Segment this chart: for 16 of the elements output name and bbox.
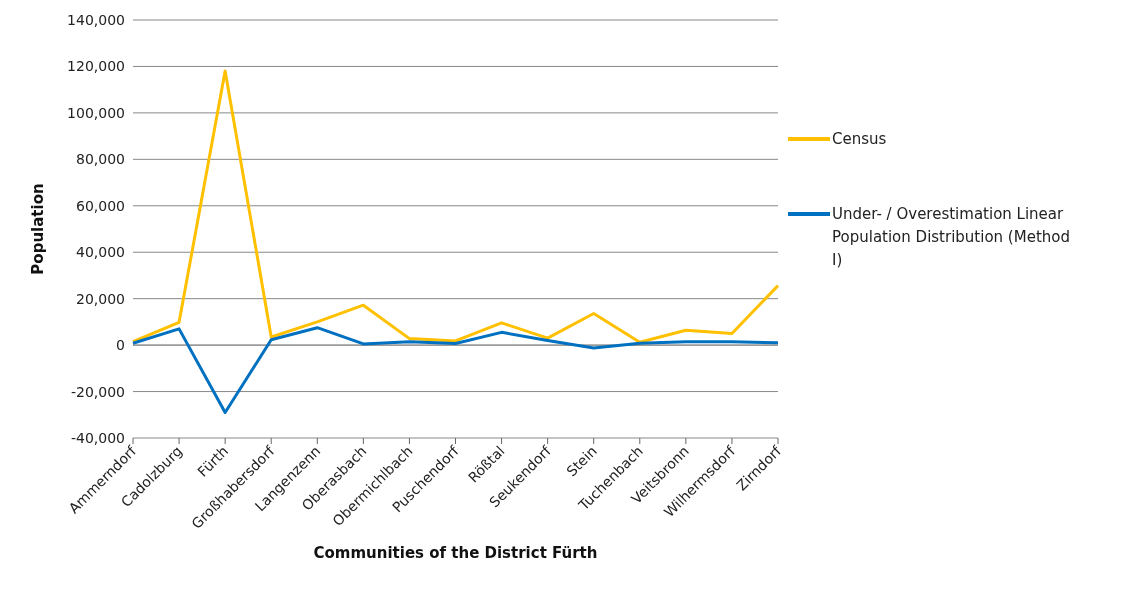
x-axis-title: Communities of the District Fürth — [313, 544, 598, 562]
y-tick-label: 80,000 — [76, 151, 125, 168]
y-tick-label: 100,000 — [67, 104, 125, 121]
y-tick-label: -20,000 — [70, 383, 125, 400]
y-tick-label: 40,000 — [76, 244, 125, 261]
line-series — [131, 69, 780, 344]
legend-label: Census — [832, 129, 887, 150]
y-tick-label: -40,000 — [70, 429, 125, 446]
y-tick-label: 20,000 — [76, 290, 125, 307]
y-tick-label: 0 — [116, 337, 125, 354]
y-tick-label: 120,000 — [67, 58, 125, 75]
y-tick-label: 60,000 — [76, 197, 125, 214]
y-tick-label: 140,000 — [67, 11, 125, 28]
line-series — [131, 326, 780, 414]
legend-label: Under- / Overestimation Linear Population Distribution (Method Ⅰ) — [832, 204, 1071, 271]
y-axis-title: Population — [29, 183, 48, 275]
